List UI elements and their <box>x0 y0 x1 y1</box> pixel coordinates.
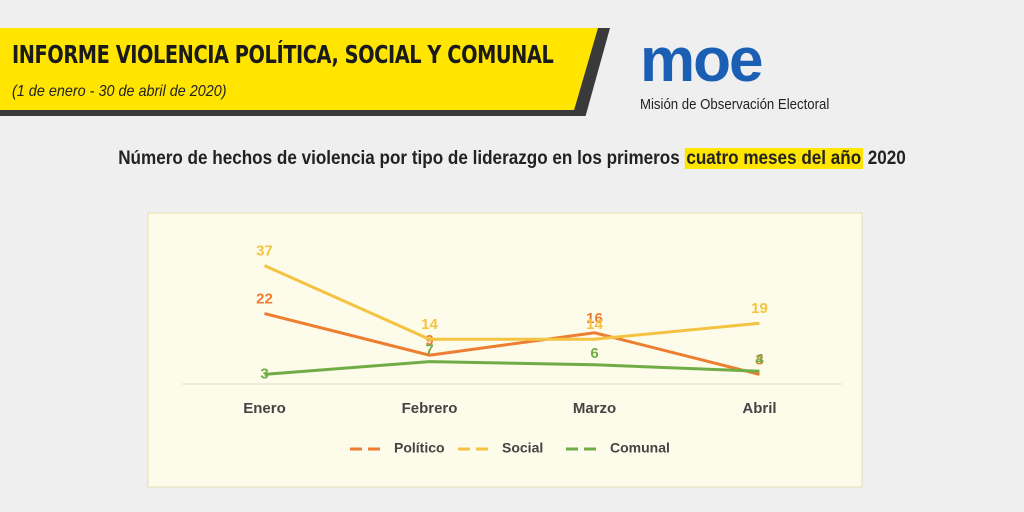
logo: moe <box>640 26 763 95</box>
title-part: 2020 <box>867 148 906 169</box>
legend-label: Político <box>394 440 445 456</box>
title-part: Número de hechos de violencia por tipo d… <box>118 148 680 169</box>
plot-area <box>147 212 863 488</box>
legend-label: Comunal <box>610 440 670 456</box>
banner <box>0 28 598 110</box>
data-label: 4 <box>755 351 764 368</box>
data-label: 19 <box>751 300 768 317</box>
x-tick-label: Enero <box>243 400 286 417</box>
series-line <box>264 312 760 376</box>
header-subtitle: (1 de enero - 30 de abril de 2020) <box>12 83 227 100</box>
data-label: 37 <box>256 243 273 260</box>
data-label: 14 <box>586 316 603 333</box>
title-highlight: cuatro meses del año <box>684 148 863 169</box>
data-label: 3 <box>260 365 268 382</box>
data-label: 22 <box>256 291 273 308</box>
logo-caption: Misión de Observación Electoral <box>640 96 830 113</box>
chart-title: Número de hechos de violencia por tipo d… <box>51 148 973 170</box>
series-line <box>264 360 760 376</box>
legend-label: Social <box>502 440 543 456</box>
header-title: INFORME VIOLENCIA POLÍTICA, SOCIAL Y COM… <box>12 40 554 69</box>
data-label: 3 <box>755 351 763 368</box>
data-label: 6 <box>590 345 598 362</box>
x-tick-label: Marzo <box>573 400 616 417</box>
data-label: 16 <box>586 310 603 327</box>
x-tick-label: Abril <box>742 400 776 417</box>
series-line <box>263 264 760 341</box>
data-label: 7 <box>425 342 433 359</box>
data-label: 14 <box>421 316 438 333</box>
x-tick-label: Febrero <box>402 400 458 417</box>
